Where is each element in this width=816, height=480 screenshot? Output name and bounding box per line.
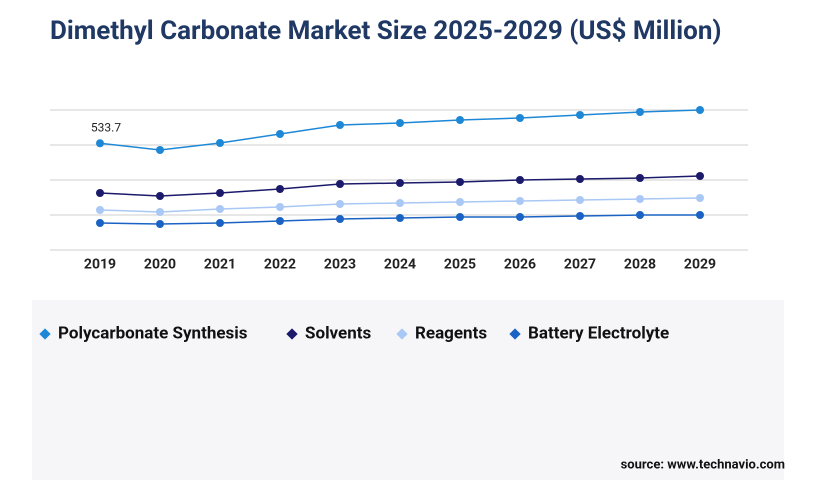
- legend-marker: [396, 328, 408, 340]
- x-tick-label: 2028: [624, 257, 656, 273]
- point: [576, 212, 584, 220]
- point: [456, 178, 464, 186]
- legend-marker: [39, 328, 51, 340]
- point: [636, 195, 644, 203]
- point: [696, 194, 704, 202]
- point: [156, 220, 164, 228]
- point: [516, 213, 524, 221]
- legend-panel: [32, 300, 784, 480]
- point: [396, 199, 404, 207]
- legend-label: Solvents: [305, 323, 372, 343]
- point: [636, 108, 644, 116]
- series-line: [99, 109, 701, 151]
- point: [216, 205, 224, 213]
- point: [576, 175, 584, 183]
- x-tick-label: 2024: [384, 257, 416, 273]
- point: [516, 114, 524, 122]
- point: [336, 200, 344, 208]
- source: source: www.technavio.com: [621, 457, 785, 472]
- point: [696, 106, 704, 114]
- legend-marker: [509, 328, 521, 340]
- legend-label: Polycarbonate Synthesis: [58, 323, 248, 343]
- point: [336, 215, 344, 223]
- point: [276, 217, 284, 225]
- x-tick-label: 2029: [684, 257, 716, 273]
- point: [216, 219, 224, 227]
- point: [396, 214, 404, 222]
- point: [96, 189, 104, 197]
- x-tick-label: 2023: [324, 257, 356, 273]
- point: [276, 130, 284, 138]
- point: [396, 179, 404, 187]
- x-tick-label: 2027: [564, 257, 596, 273]
- x-tick-label: 2020: [144, 257, 176, 273]
- legend-label: Reagents: [415, 323, 487, 343]
- point: [696, 172, 704, 180]
- point: [456, 213, 464, 221]
- point: [696, 211, 704, 219]
- point: [156, 192, 164, 200]
- point: [456, 116, 464, 124]
- x-tick-label: 2026: [504, 257, 536, 273]
- point: [156, 146, 164, 154]
- point: [636, 174, 644, 182]
- point: [96, 219, 104, 227]
- point: [96, 206, 104, 214]
- point: [216, 139, 224, 147]
- point: [456, 198, 464, 206]
- x-tick-label: 2025: [444, 257, 476, 273]
- point: [96, 139, 104, 148]
- point: [636, 211, 644, 219]
- point: [336, 180, 344, 188]
- point: [516, 197, 524, 205]
- point: [276, 203, 284, 211]
- point: [576, 111, 584, 119]
- point: [156, 208, 164, 216]
- x-tick-label: 2022: [264, 257, 296, 273]
- legend-label: Battery Electrolyte: [528, 323, 669, 343]
- point: [516, 176, 524, 184]
- x-tick-label: 2019: [84, 257, 116, 273]
- chart-title: Dimethyl Carbonate Market Size 2025-2029…: [50, 16, 722, 46]
- data-label: 533.7: [91, 120, 121, 134]
- point: [336, 121, 344, 129]
- x-tick-label: 2021: [204, 257, 236, 273]
- point: [396, 119, 404, 127]
- point: [216, 189, 224, 197]
- legend-marker: [286, 328, 298, 340]
- point: [576, 196, 584, 204]
- point: [276, 185, 284, 193]
